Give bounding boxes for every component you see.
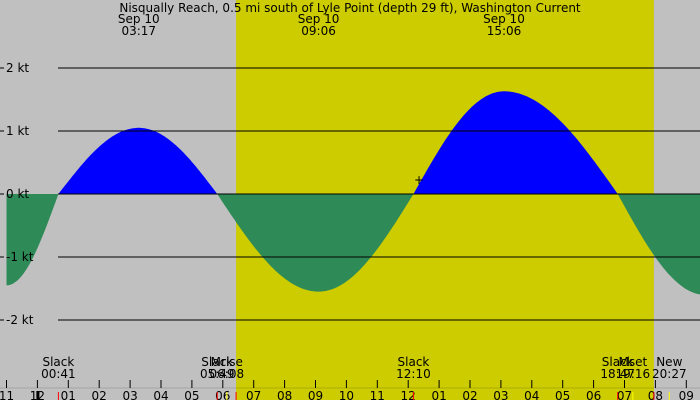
event-time-1: 05:49 xyxy=(200,367,235,381)
x-tick-label-12: 11 xyxy=(370,389,385,400)
event-time-6: 20:27 xyxy=(652,367,687,381)
event-label-0: Slack xyxy=(42,355,74,369)
y-tick-label-3: -1 kt xyxy=(6,250,34,264)
event-label-4: Slack xyxy=(602,355,634,369)
y-tick-label-2: 0 kt xyxy=(6,187,29,201)
flood-area-3 xyxy=(413,91,618,194)
x-tick-label-21: 08 xyxy=(648,389,663,400)
y-tick-label-4: -2 kt xyxy=(6,313,34,327)
event-time-3: 12:10 xyxy=(396,367,431,381)
x-tick-label-9: 08 xyxy=(277,389,292,400)
x-tick-label-11: 10 xyxy=(339,389,354,400)
x-tick-label-0: 11 xyxy=(0,389,14,400)
midnight-marker xyxy=(36,391,40,400)
x-tick-label-8: 07 xyxy=(246,389,261,400)
extreme-date-0: Sep 10 xyxy=(118,12,160,26)
extreme-date-2: Sep 10 xyxy=(483,12,525,26)
x-tick-label-14: 01 xyxy=(431,389,446,400)
event-time-5: 19:16 xyxy=(616,367,651,381)
x-tick-label-13: 12 xyxy=(401,389,416,400)
flood-area-1 xyxy=(58,127,218,194)
x-tick-label-7: 06 xyxy=(215,389,230,400)
ebb-area-0 xyxy=(6,194,59,286)
event-label-6: New xyxy=(656,355,682,369)
x-tick-label-6: 05 xyxy=(184,389,199,400)
x-tick-label-19: 06 xyxy=(586,389,601,400)
event-label-2: Mrise xyxy=(211,355,243,369)
x-tick-label-10: 09 xyxy=(308,389,323,400)
x-tick-label-15: 02 xyxy=(462,389,477,400)
x-tick-label-16: 03 xyxy=(493,389,508,400)
x-tick-label-18: 05 xyxy=(555,389,570,400)
x-tick-label-3: 02 xyxy=(92,389,107,400)
y-tick-label-0: 2 kt xyxy=(6,61,29,75)
x-tick-label-17: 04 xyxy=(524,389,539,400)
x-tick-label-22: 09 xyxy=(679,389,694,400)
ebb-area-2 xyxy=(217,194,414,292)
event-time-4: 18:47 xyxy=(600,367,635,381)
x-tick-label-4: 03 xyxy=(122,389,137,400)
event-label-3: Slack xyxy=(398,355,430,369)
event-time-0: 00:41 xyxy=(41,367,76,381)
y-tick-label-1: 1 kt xyxy=(6,124,29,138)
extreme-time-2: 15:06 xyxy=(487,24,522,38)
x-tick-label-5: 04 xyxy=(153,389,168,400)
current-cursor-marker: + xyxy=(414,173,424,187)
chart-title: Nisqually Reach, 0.5 mi south of Lyle Po… xyxy=(119,1,581,15)
event-label-5: Mset xyxy=(618,355,647,369)
x-tick-label-2: 01 xyxy=(61,389,76,400)
extreme-time-1: 09:06 xyxy=(301,24,336,38)
event-label-1: Slack xyxy=(201,355,233,369)
extreme-date-1: Sep 10 xyxy=(298,12,340,26)
extreme-time-0: 03:17 xyxy=(121,24,156,38)
ebb-area-4 xyxy=(617,194,700,295)
x-tick-label-20: 07 xyxy=(617,389,632,400)
event-time-2: 06:08 xyxy=(210,367,245,381)
